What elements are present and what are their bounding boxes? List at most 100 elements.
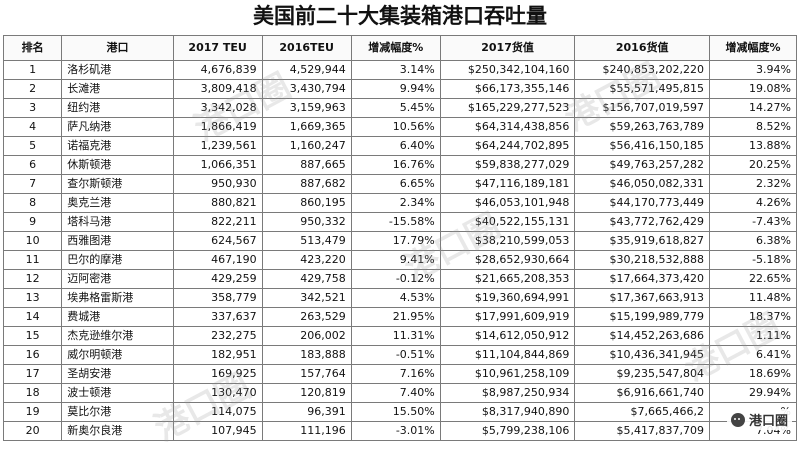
cell-port: 西雅图港 — [61, 231, 174, 251]
cell-value-2016: $43,772,762,429 — [574, 212, 710, 232]
cell-teu-change: 10.56% — [350, 117, 441, 137]
cell-value-change: 22.65% — [709, 269, 797, 289]
cell-teu-2016: 206,002 — [261, 326, 352, 346]
cell-value-change: 29.94% — [709, 383, 797, 403]
brand-label: 港口圈 — [748, 414, 788, 429]
cell-value-2017: $14,612,050,912 — [439, 326, 576, 346]
cell-teu-change: 21.95% — [350, 307, 441, 327]
cell-value-2016: $56,416,150,185 — [574, 136, 710, 156]
cell-value-2016: $14,452,263,686 — [574, 326, 710, 346]
cell-teu-2017: 1,239,561 — [172, 136, 263, 156]
table-row: 12 迈阿密港 429,259 429,758 -0.12% $21,665,208,35… — [2, 269, 797, 289]
cell-teu-2016: 887,665 — [261, 155, 352, 175]
cell-rank: 16 — [2, 345, 63, 365]
cell-teu-2016: 263,529 — [261, 307, 352, 327]
cell-port: 迈阿密港 — [61, 269, 174, 289]
cell-rank: 18 — [2, 383, 63, 403]
cell-teu-2016: 120,819 — [261, 383, 352, 403]
table-row: 11 巴尔的摩港 467,190 423,220 9.41% $28,652,930,66… — [2, 250, 797, 270]
cell-teu-2016: 183,888 — [261, 345, 352, 365]
header-rank: 排名 — [2, 35, 63, 61]
cell-rank: 8 — [2, 193, 63, 213]
cell-value-2017: $38,210,599,053 — [439, 231, 576, 251]
cell-value-2016: $59,263,763,789 — [574, 117, 710, 137]
cell-port: 纽约港 — [61, 98, 174, 118]
cell-value-2016: $5,417,837,709 — [574, 421, 710, 441]
cell-port: 威尔明顿港 — [61, 345, 174, 365]
cell-port: 奥克兰港 — [61, 193, 174, 213]
cell-port: 长滩港 — [61, 79, 174, 99]
cell-value-2017: $40,522,155,131 — [439, 212, 576, 232]
cell-port: 休斯顿港 — [61, 155, 174, 175]
cell-value-2016: $10,436,341,945 — [574, 345, 710, 365]
table-row: 16 威尔明顿港 182,951 183,888 -0.51% $11,104,844,8… — [2, 345, 797, 365]
cell-value-2017: $21,665,208,353 — [439, 269, 576, 289]
cell-value-2017: $66,173,355,146 — [439, 79, 576, 99]
cell-value-2017: $19,360,694,991 — [439, 288, 576, 308]
table-row: 9 塔科马港 822,211 950,332 -15.58% $40,522,155,13… — [2, 212, 797, 232]
cell-teu-2017: 130,470 — [172, 383, 263, 403]
cell-teu-2016: 513,479 — [261, 231, 352, 251]
cell-teu-change: 11.31% — [350, 326, 441, 346]
cell-teu-2017: 337,637 — [172, 307, 263, 327]
cell-port: 巴尔的摩港 — [61, 250, 174, 270]
header-teu-change: 增减幅度% — [350, 35, 441, 61]
cell-rank: 20 — [2, 421, 63, 441]
cell-teu-2017: 107,945 — [172, 421, 263, 441]
cell-teu-change: 16.76% — [350, 155, 441, 175]
cell-value-2017: $250,342,104,160 — [439, 60, 576, 80]
cell-teu-2017: 467,190 — [172, 250, 263, 270]
cell-teu-2017: 822,211 — [172, 212, 263, 232]
header-row: 排名 港口 2017 TEU 2016TEU 增减幅度% 2017货值 2016… — [2, 35, 797, 61]
chat-bubble-icon — [730, 412, 745, 427]
cell-value-2016: $17,367,663,913 — [574, 288, 710, 308]
cell-value-2017: $64,314,438,856 — [439, 117, 576, 137]
cell-rank: 3 — [2, 98, 63, 118]
cell-teu-change: -15.58% — [350, 212, 441, 232]
cell-port: 塔科马港 — [61, 212, 174, 232]
cell-rank: 4 — [2, 117, 63, 137]
table-row: 18 波士顿港 130,470 120,819 7.40% $8,987,250,934 $… — [2, 383, 797, 403]
cell-rank: 5 — [2, 136, 63, 156]
cell-value-2016: $55,571,495,815 — [574, 79, 710, 99]
cell-port: 杰克逊维尔港 — [61, 326, 174, 346]
cell-value-change: 13.88% — [709, 136, 797, 156]
table-title: 美国前二十大集装箱港口吞吐量 — [253, 4, 547, 28]
cell-value-2016: $9,235,547,804 — [574, 364, 710, 384]
cell-teu-2016: 429,758 — [261, 269, 352, 289]
cell-teu-2017: 1,866,419 — [172, 117, 263, 137]
cell-value-2017: $11,104,844,869 — [439, 345, 576, 365]
cell-rank: 1 — [2, 60, 63, 80]
cell-value-2016: $240,853,202,220 — [574, 60, 710, 80]
table-row: 2 长滩港 3,809,418 3,430,794 9.94% $66,173,355,1… — [2, 79, 797, 99]
cell-teu-2016: 342,521 — [261, 288, 352, 308]
header-teu-2017: 2017 TEU — [172, 35, 263, 61]
cell-rank: 7 — [2, 174, 63, 194]
table-row: 15 杰克逊维尔港 232,275 206,002 11.31% $14,612,050,… — [2, 326, 797, 346]
cell-teu-2016: 3,159,963 — [261, 98, 352, 118]
cell-teu-change: 6.65% — [350, 174, 441, 194]
table-row: 7 查尔斯顿港 950,930 887,682 6.65% $47,116,189,181… — [2, 174, 797, 194]
cell-teu-change: 7.40% — [350, 383, 441, 403]
cell-port: 波士顿港 — [61, 383, 174, 403]
table-row: 14 费城港 337,637 263,529 21.95% $17,991,609,919… — [2, 307, 797, 327]
cell-teu-change: 17.79% — [350, 231, 441, 251]
cell-teu-2017: 232,275 — [172, 326, 263, 346]
cell-rank: 12 — [2, 269, 63, 289]
port-throughput-table: 排名 港口 2017 TEU 2016TEU 增减幅度% 2017货值 2016… — [2, 35, 797, 441]
table-row: 20 新奥尔良港 107,945 111,196 -3.01% $5,799,238,10… — [2, 421, 797, 441]
cell-rank: 2 — [2, 79, 63, 99]
table-row: 4 萨凡纳港 1,866,419 1,669,365 10.56% $64,314,438… — [2, 117, 797, 137]
cell-port: 诺福克港 — [61, 136, 174, 156]
cell-port: 查尔斯顿港 — [61, 174, 174, 194]
cell-value-2016: $30,218,532,888 — [574, 250, 710, 270]
cell-rank: 19 — [2, 402, 63, 422]
table-row: 6 休斯顿港 1,066,351 887,665 16.76% $59,838,277,0… — [2, 155, 797, 175]
cell-rank: 13 — [2, 288, 63, 308]
table-row: 17 圣胡安港 169,925 157,764 7.16% $10,961,258,109… — [2, 364, 797, 384]
cell-port: 莫比尔港 — [61, 402, 174, 422]
header-value-2016: 2016货值 — [574, 35, 710, 61]
cell-teu-2016: 111,196 — [261, 421, 352, 441]
cell-teu-change: 6.40% — [350, 136, 441, 156]
cell-port: 洛杉矶港 — [61, 60, 174, 80]
